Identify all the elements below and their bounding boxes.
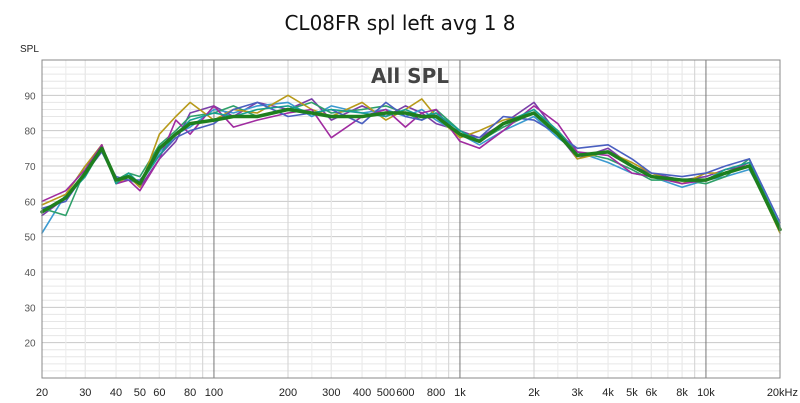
y-axis-label: SPL xyxy=(20,44,39,55)
series-lines xyxy=(40,94,782,234)
x-tick-label: 1k xyxy=(454,387,466,399)
x-tick-label: 80 xyxy=(184,387,196,399)
x-tick-label: 60 xyxy=(153,387,165,399)
x-tick-label: 600 xyxy=(396,387,414,399)
y-tick-label: 40 xyxy=(24,268,36,279)
x-tick-label: 8k xyxy=(676,387,688,399)
series-line xyxy=(41,101,781,231)
chart-title: CL08FR spl left avg 1 8 xyxy=(284,11,515,35)
x-tick-label: 800 xyxy=(427,387,445,399)
y-tick-label: 50 xyxy=(24,233,36,244)
x-tick-label: 4k xyxy=(602,387,614,399)
x-tick-label: 30 xyxy=(79,387,91,399)
x-tick-label: 20 xyxy=(36,387,48,399)
y-tick-label: 30 xyxy=(24,303,36,314)
plot-grid xyxy=(41,59,781,379)
x-tick-label: 400 xyxy=(353,387,371,399)
chart-annotation: All SPL xyxy=(371,64,449,88)
y-tick-label: 90 xyxy=(24,91,36,102)
y-tick-label: 60 xyxy=(24,197,36,208)
y-tick-label: 80 xyxy=(24,127,36,138)
x-tick-label: 3k xyxy=(572,387,584,399)
x-tick-label: 6k xyxy=(646,387,658,399)
average-series-line xyxy=(40,107,782,232)
x-tick-label: 100 xyxy=(205,387,223,399)
x-tick-label: 500 xyxy=(377,387,395,399)
series-line xyxy=(41,105,781,231)
x-tick-label: 20kHz xyxy=(767,387,798,399)
y-tick-labels: 20 30 40 50 60 70 80 90 xyxy=(24,91,36,349)
x-tick-label: 5k xyxy=(626,387,638,399)
x-tick-label: 300 xyxy=(322,387,340,399)
y-tick-label: 70 xyxy=(24,162,36,173)
plot-frame xyxy=(41,59,781,379)
series-line xyxy=(41,94,781,234)
x-tick-label: 2k xyxy=(528,387,540,399)
x-tick-label: 10k xyxy=(697,387,715,399)
x-tick-label: 40 xyxy=(110,387,122,399)
x-tick-label: 200 xyxy=(279,387,297,399)
x-tick-labels: 20 30 40 50 60 80 100 200 300 400 500 600 800 1k 2k 3k 4… xyxy=(36,387,798,399)
x-tick-label: 50 xyxy=(134,387,146,399)
y-tick-label: 20 xyxy=(24,339,36,350)
